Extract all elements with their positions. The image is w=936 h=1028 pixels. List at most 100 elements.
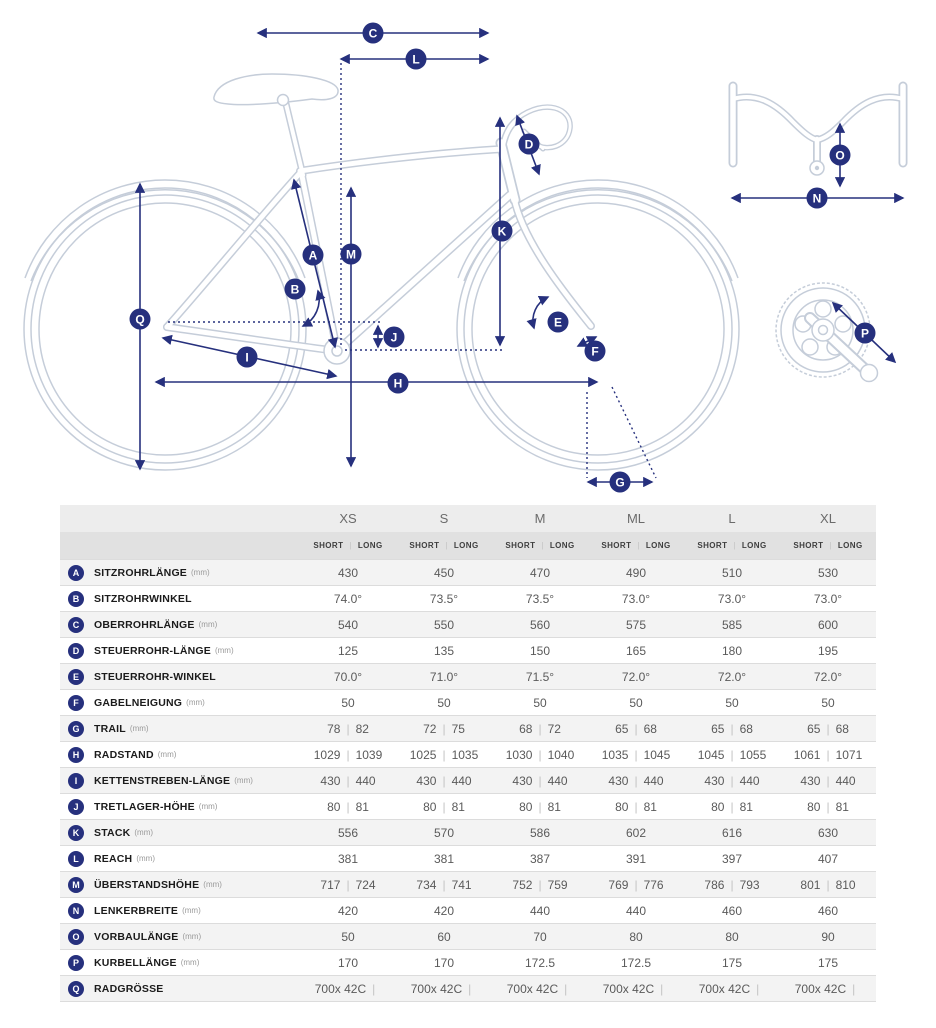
svg-text:N: N bbox=[813, 192, 822, 206]
diagram-label-O: O bbox=[829, 144, 851, 166]
value-cell: 150 bbox=[529, 643, 551, 658]
row-unit: (mm) bbox=[136, 854, 155, 863]
row-badge-C: C bbox=[68, 616, 84, 633]
value-cell: 50 bbox=[341, 929, 355, 944]
row-badge-D: D bbox=[68, 642, 84, 659]
bike-geometry-diagram: C L D O N K M A B Q E P J F I H G bbox=[23, 22, 908, 493]
value-cell: 72.0° bbox=[621, 669, 651, 684]
size-header-M: M bbox=[534, 511, 546, 526]
row-unit: (mm) bbox=[182, 906, 201, 915]
value-cell: 65 | 68 bbox=[711, 721, 753, 736]
diagram-label-F: F bbox=[584, 340, 606, 362]
row-label-cell: I KETTENSTREBEN-LÄNGE (mm) bbox=[60, 772, 300, 789]
saddle-clamp bbox=[276, 93, 290, 107]
svg-text:K: K bbox=[498, 225, 507, 239]
table-row-H: H RADSTAND (mm) 1029 | 1039 1025 | 1035 1030 | 1040… bbox=[60, 742, 876, 768]
value-cell: 172.5 bbox=[620, 955, 652, 970]
table-row-O: O VORBAULÄNGE (mm) 50 60 70 80 80 90 bbox=[60, 924, 876, 950]
row-label: STEUERROHR-LÄNGE bbox=[94, 644, 211, 657]
row-badge-N: N bbox=[68, 902, 84, 919]
value-cell: 550 bbox=[433, 617, 455, 632]
table-row-K: K STACK (mm) 556 570 586 602 616 630 bbox=[60, 820, 876, 846]
value-cell: 68 | 72 bbox=[519, 721, 561, 736]
table-row-Q: Q RADGRÖSSE 700x 42C | 700x 42C | 700x 42C | 700… bbox=[60, 976, 876, 1002]
value-cell: 602 bbox=[625, 825, 647, 840]
diagram-label-B: B bbox=[284, 278, 306, 300]
value-cell: 430 | 440 bbox=[704, 773, 760, 788]
svg-text:O: O bbox=[835, 149, 844, 163]
size-header-ML: ML bbox=[626, 511, 646, 526]
value-cell: 1025 | 1035 bbox=[409, 747, 479, 762]
value-cell: 430 | 440 bbox=[608, 773, 664, 788]
value-cell: 440 bbox=[625, 903, 647, 918]
diagram-label-Q: Q bbox=[129, 308, 151, 330]
value-cell: 381 bbox=[433, 851, 455, 866]
table-row-N: N LENKERBREITE (mm) 420 420 440 440 460 460 bbox=[60, 898, 876, 924]
value-cell: 460 bbox=[721, 903, 743, 918]
value-cell: 170 bbox=[337, 955, 359, 970]
row-label: OBERROHRLÄNGE bbox=[94, 618, 195, 631]
row-label-cell: M ÜBERSTANDSHÖHE (mm) bbox=[60, 876, 300, 893]
diagram-label-H: H bbox=[387, 372, 409, 394]
row-unit: (mm) bbox=[186, 698, 205, 707]
geometry-table: XS S M ML L XL SHORT | LONG SHORT | LONG SHORT | LONG… bbox=[60, 505, 876, 1002]
diagram-label-K: K bbox=[491, 220, 513, 242]
value-cell: 430 | 440 bbox=[416, 773, 472, 788]
diagram-label-D: D bbox=[518, 133, 540, 155]
value-cell: 786 | 793 bbox=[704, 877, 760, 892]
front-wheel bbox=[456, 179, 740, 471]
value-cell: 73.5° bbox=[525, 591, 555, 606]
value-cell: 60 bbox=[437, 929, 451, 944]
value-cell: 700x 42C | bbox=[602, 981, 664, 996]
trail-steering-reference bbox=[611, 386, 657, 479]
size-header-XL: XL bbox=[820, 511, 836, 526]
value-cell: 407 bbox=[817, 851, 839, 866]
value-cell: 700x 42C | bbox=[794, 981, 856, 996]
value-cell: 195 bbox=[817, 643, 839, 658]
value-cell: 80 | 81 bbox=[711, 799, 753, 814]
shortlong-header-XS: SHORT | LONG bbox=[313, 541, 383, 550]
row-label-cell: P KURBELLÄNGE (mm) bbox=[60, 954, 300, 971]
value-cell: 50 bbox=[629, 695, 643, 710]
table-row-B: B SITZROHRWINKEL 74.0° 73.5° 73.5° 73.0° 73.0°… bbox=[60, 586, 876, 612]
shortlong-header-M: SHORT | LONG bbox=[505, 541, 575, 550]
table-row-C: C OBERROHRLÄNGE (mm) 540 550 560 575 585 600 bbox=[60, 612, 876, 638]
row-label: ÜBERSTANDSHÖHE bbox=[94, 878, 200, 891]
value-cell: 170 bbox=[433, 955, 455, 970]
value-cell: 530 bbox=[817, 565, 839, 580]
value-cell: 700x 42C | bbox=[410, 981, 472, 996]
row-label-cell: L REACH (mm) bbox=[60, 850, 300, 867]
svg-text:P: P bbox=[861, 327, 869, 341]
row-unit: (mm) bbox=[129, 724, 149, 733]
row-label: RADGRÖSSE bbox=[94, 982, 164, 995]
row-label: STEUERROHR-WINKEL bbox=[94, 670, 216, 683]
svg-text:A: A bbox=[309, 249, 318, 263]
row-label: LENKERBREITE bbox=[94, 904, 179, 917]
row-unit: (mm) bbox=[198, 620, 218, 629]
table-row-G: G TRAIL (mm) 78 | 82 72 | 75 68 | 72 65 | 68 65 | 68 65 | 68 bbox=[60, 716, 876, 742]
row-label: SITZROHRWINKEL bbox=[94, 592, 192, 605]
value-cell: 450 bbox=[433, 565, 455, 580]
row-label-cell: N LENKERBREITE (mm) bbox=[60, 902, 300, 919]
value-cell: 616 bbox=[721, 825, 743, 840]
bottom-bracket bbox=[323, 337, 351, 365]
row-badge-O: O bbox=[68, 928, 84, 945]
row-label-cell: A SITZROHRLÄNGE (mm) bbox=[60, 564, 300, 581]
value-cell: 175 bbox=[721, 955, 743, 970]
diagram-letter-badges: C L D O N K M A B Q E P J F I H G bbox=[129, 22, 876, 493]
shortlong-header-ML: SHORT | LONG bbox=[601, 541, 671, 550]
row-badge-I: I bbox=[68, 772, 84, 789]
table-row-L: L REACH (mm) 381 381 387 391 397 407 bbox=[60, 846, 876, 872]
value-cell: 510 bbox=[721, 565, 743, 580]
value-cell: 630 bbox=[817, 825, 839, 840]
row-label-cell: Q RADGRÖSSE bbox=[60, 980, 300, 997]
row-label: TRAIL bbox=[94, 722, 126, 735]
value-cell: 430 | 440 bbox=[320, 773, 376, 788]
row-label: RADSTAND bbox=[94, 748, 154, 761]
value-cell: 600 bbox=[817, 617, 839, 632]
value-cell: 575 bbox=[625, 617, 647, 632]
value-cell: 586 bbox=[529, 825, 551, 840]
table-header-sizes: XS S M ML L XL bbox=[60, 505, 876, 532]
value-cell: 70 bbox=[533, 929, 547, 944]
bike-illustration bbox=[23, 73, 908, 471]
